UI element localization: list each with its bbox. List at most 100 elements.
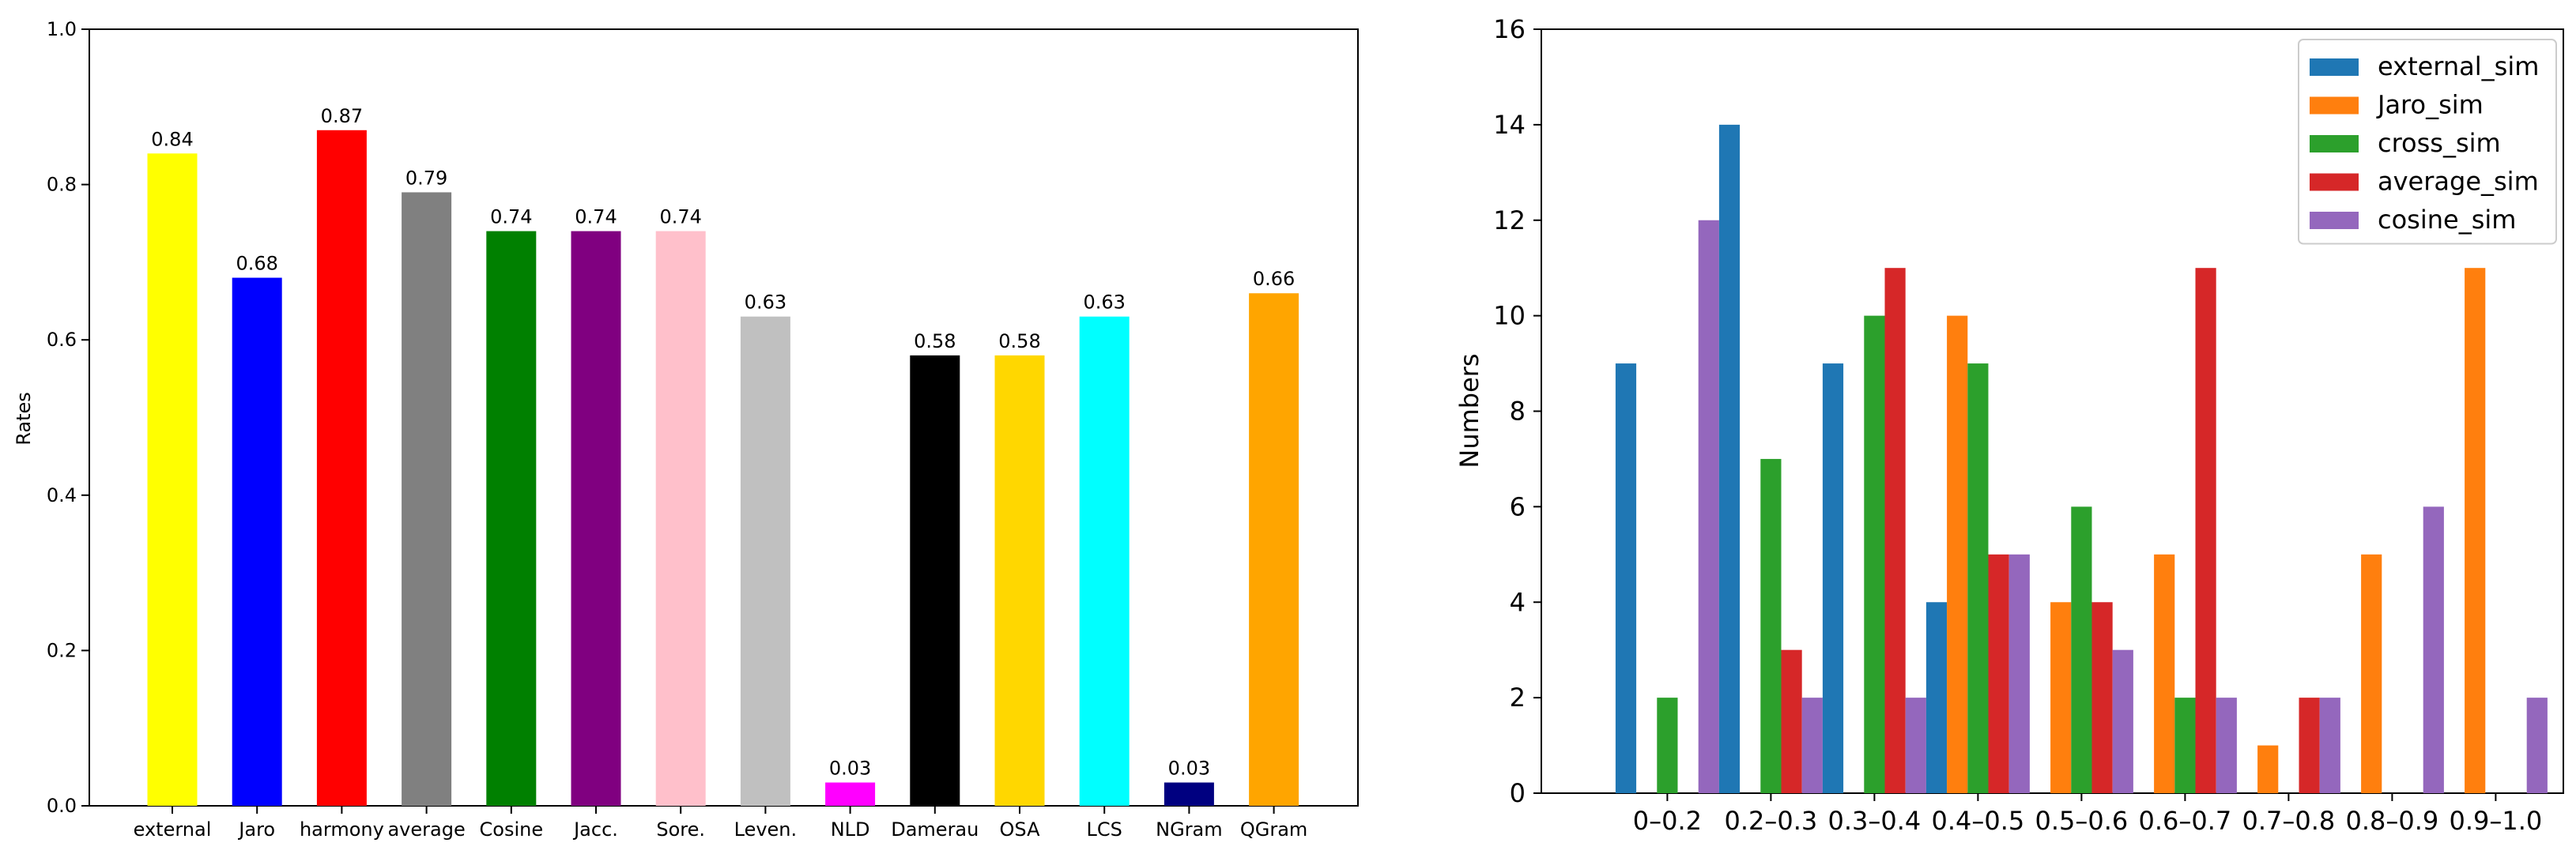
right-bar-average-sim — [1781, 649, 1802, 793]
left-x-tick-label: Damerau — [891, 818, 979, 841]
right-bar-average-sim — [1884, 268, 1906, 793]
left-bar-sore — [655, 231, 706, 807]
right-y-tick-label: 4 — [1510, 587, 1526, 617]
left-y-tick-label: 1.0 — [47, 18, 77, 40]
left-bar-value-label: 0.74 — [575, 206, 617, 228]
left-bar-lcs — [1079, 316, 1130, 807]
left-bar-leven — [740, 316, 790, 807]
right-bar-average-sim — [2091, 602, 2113, 793]
legend-label: average_sim — [2378, 167, 2539, 197]
left-x-tick-label: Sore. — [656, 818, 705, 841]
legend-label: cross_sim — [2378, 128, 2501, 158]
right-bar-cosine-sim — [1698, 220, 1719, 793]
left-bar-value-label: 0.63 — [1083, 292, 1125, 314]
left-bar-average — [402, 192, 452, 806]
legend-swatch — [2310, 96, 2359, 115]
left-y-tick-label: 0.4 — [47, 484, 77, 506]
right-y-tick-label: 6 — [1510, 491, 1526, 521]
right-x-tick-label: 0–0.2 — [1633, 806, 1702, 836]
right-bar-external-sim — [1822, 363, 1844, 793]
right-y-tick-label: 0 — [1510, 778, 1526, 808]
right-bar-external-sim — [1718, 124, 1741, 793]
right-x-tick-label: 0.3–0.4 — [1828, 806, 1922, 836]
right-x-tick-label: 0.2–0.3 — [1725, 806, 1818, 836]
left-bar-value-label: 0.74 — [490, 206, 532, 228]
left-bar-value-label: 0.79 — [405, 167, 447, 189]
left-bar-value-label: 0.84 — [151, 128, 193, 150]
right-x-tick-label: 0.5–0.6 — [2035, 806, 2129, 836]
right-x-tick-label: 0.7–0.8 — [2242, 806, 2336, 836]
left-bar-nld — [825, 782, 876, 806]
left-bar-value-label: 0.63 — [745, 292, 786, 314]
right-x-tick-label: 0.4–0.5 — [1932, 806, 2025, 836]
left-x-tick-label: Cosine — [480, 818, 544, 841]
right-bar-cross-sim — [2174, 698, 2196, 793]
right-bar-cosine-sim — [1801, 698, 1823, 793]
right-bar-cross-sim — [1864, 315, 1885, 793]
legend-box — [2298, 39, 2557, 245]
right-bar-cross-sim — [1657, 698, 1678, 793]
right-bar-cosine-sim — [2216, 698, 2237, 793]
right-x-tick-label: 0.6–0.7 — [2139, 806, 2232, 836]
left-bar-value-label: 0.03 — [1168, 758, 1210, 780]
legend-swatch — [2310, 135, 2359, 152]
left-y-tick-label: 0.0 — [47, 795, 77, 817]
right-bar-cosine-sim — [2112, 649, 2133, 793]
right-bar-external-sim — [1925, 602, 1948, 793]
right-bar-jaro-sim — [2050, 602, 2072, 793]
left-x-tick-label: average — [387, 818, 465, 841]
left-bar-value-label: 0.58 — [998, 330, 1040, 352]
right-x-tick-label: 0.9–1.0 — [2450, 806, 2543, 836]
left-bar-jacc — [571, 231, 621, 807]
right-bar-jaro-sim — [2154, 554, 2175, 793]
left-x-tick-label: Leven. — [734, 818, 798, 841]
legend-label: external_sim — [2378, 51, 2539, 81]
left-x-tick-label: Jacc. — [572, 818, 618, 841]
left-bar-cosine — [486, 231, 537, 807]
left-x-tick-label: LCS — [1087, 818, 1122, 841]
right-bar-jaro-sim — [2361, 554, 2382, 793]
right-y-tick-label: 2 — [1510, 683, 1526, 713]
right-legend: external_sim Jaro_sim cross_sim average_sim… — [2298, 39, 2557, 245]
right-y-tick-label: 16 — [1493, 14, 1526, 44]
legend-swatch — [2310, 173, 2359, 191]
left-bar-value-label: 0.68 — [236, 253, 277, 275]
right-y-tick-label: 12 — [1493, 205, 1526, 235]
right-bar-external-sim — [1615, 363, 1637, 793]
right-bar-cosine-sim — [2008, 554, 2030, 793]
right-x-tick-label: 0.8–0.9 — [2346, 806, 2439, 836]
right-bar-cross-sim — [1967, 363, 1989, 793]
left-y-tick-label: 0.2 — [47, 639, 77, 661]
left-x-tick-label: external — [134, 818, 212, 841]
right-bar-jaro-sim — [1947, 315, 1968, 793]
right-bar-cross-sim — [2071, 506, 2092, 793]
left-x-tick-label: NGram — [1156, 818, 1223, 841]
left-bar-value-label: 0.87 — [321, 105, 363, 127]
right-chart-numbers: Numbers 0 2 4 6 8 10 12 14 16 0–0.2 0.2–0.3 0.3–0.4… — [1454, 14, 2564, 836]
left-bar-harmony — [316, 130, 367, 807]
right-bar-cosine-sim — [1905, 698, 1926, 793]
right-y-tick-label: 14 — [1493, 110, 1526, 140]
left-plot-frame — [89, 28, 1359, 807]
left-x-tick-label: Jaro — [237, 818, 275, 841]
left-bar-qgram — [1249, 293, 1299, 807]
left-bar-osa — [994, 355, 1045, 806]
left-bar-value-label: 0.03 — [829, 758, 871, 780]
left-bar-jaro — [232, 277, 282, 806]
left-bar-value-label: 0.58 — [914, 330, 956, 352]
left-x-tick-label: harmony — [300, 818, 384, 841]
left-x-tick-label: QGram — [1240, 818, 1307, 841]
left-bar-damerau — [910, 355, 960, 806]
right-bar-average-sim — [1988, 554, 2009, 793]
right-bar-cosine-sim — [2423, 506, 2444, 793]
left-y-axis-label: Rates — [13, 392, 35, 446]
left-bar-value-label: 0.74 — [659, 206, 701, 228]
left-chart-rates: Rates 0.0 0.2 0.4 0.6 0.8 1.0 0.84 external 0.68… — [13, 18, 1359, 841]
legend-label: cosine_sim — [2378, 205, 2516, 235]
right-bar-average-sim — [2195, 268, 2216, 793]
right-bar-jaro-sim — [2465, 268, 2486, 793]
left-bar-external — [147, 153, 198, 806]
legend-swatch — [2310, 212, 2359, 229]
right-y-tick-label: 8 — [1510, 397, 1526, 427]
